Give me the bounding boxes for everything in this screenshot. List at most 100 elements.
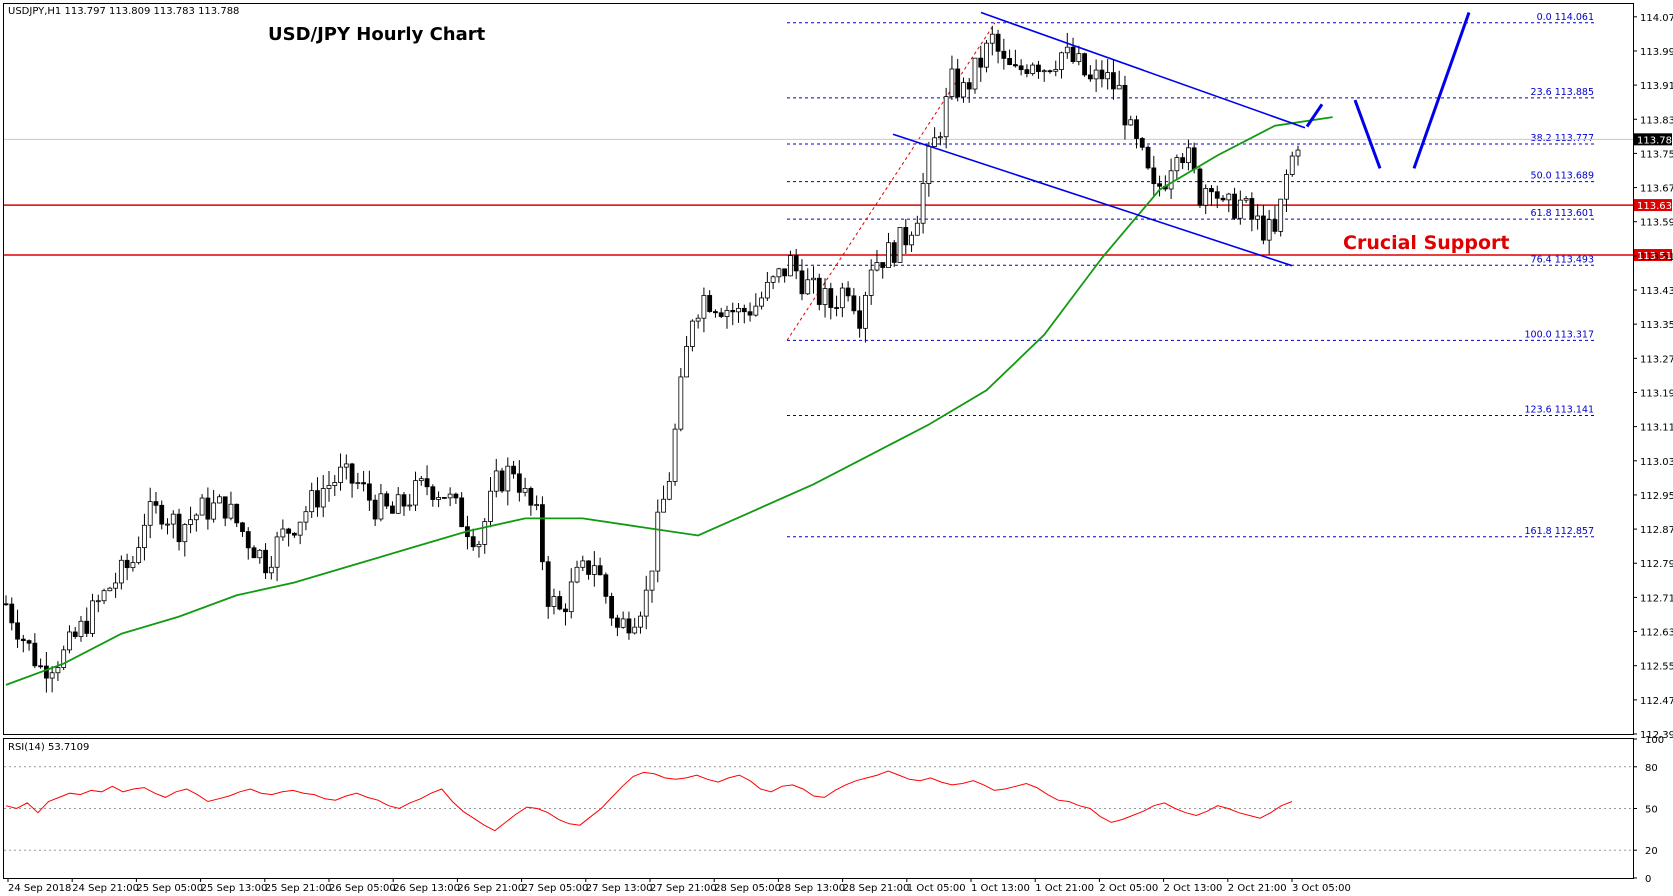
x-axis-tick-label: 1 Oct 05:00: [907, 883, 966, 894]
x-axis-tick-label: 28 Sep 21:00: [843, 883, 910, 894]
y-axis-tick-label: 113.355: [1640, 320, 1673, 331]
candle-body: [153, 501, 159, 506]
candle-body: [880, 262, 886, 268]
candle-body: [1082, 53, 1087, 76]
candle-body: [759, 297, 764, 307]
candle-body: [736, 307, 741, 313]
candle-body: [1260, 215, 1266, 241]
candle-body: [891, 242, 897, 263]
candle-body: [793, 255, 799, 272]
candle-body: [1064, 46, 1070, 54]
candle-body: [493, 470, 499, 492]
fib-level-label: 38.2 113.777: [1531, 133, 1594, 144]
y-axis-tick-label: 113.595: [1640, 218, 1673, 229]
candle-body: [1145, 146, 1151, 169]
x-axis-tick-label: 2 Oct 05:00: [1099, 883, 1158, 894]
candle-body: [142, 524, 147, 549]
candle-body: [1295, 149, 1301, 157]
candle-body: [1157, 183, 1162, 187]
candle-body: [1209, 188, 1214, 193]
candle-body: [291, 532, 297, 536]
candle-body: [378, 493, 384, 520]
candle-body: [176, 513, 182, 543]
candle-body: [591, 565, 597, 575]
candle-body: [436, 497, 441, 500]
candle-body: [280, 528, 286, 538]
y-axis-tick-label: 112.795: [1640, 559, 1673, 570]
x-axis-tick-label: 26 Sep 13:00: [393, 883, 460, 894]
candle-body: [1272, 219, 1278, 232]
candle-body: [1070, 46, 1076, 62]
candle-body: [857, 310, 863, 329]
candle-body: [632, 626, 638, 634]
candle-body: [15, 622, 20, 640]
x-axis-tick-label: 24 Sep 2018: [8, 883, 71, 894]
x-axis-tick-label: 2 Oct 21:00: [1228, 883, 1287, 894]
candle-body: [799, 270, 805, 295]
candle-body: [1168, 170, 1174, 190]
candle-body: [557, 596, 563, 610]
candle-body: [424, 478, 430, 488]
candle-body: [395, 494, 401, 514]
candle-body: [118, 559, 124, 584]
y-axis-tick-label: 112.395: [1640, 730, 1673, 741]
candle-body: [1059, 52, 1064, 70]
support-price-label: 113.517: [1637, 251, 1673, 262]
candle-body: [747, 311, 753, 316]
candle-body: [488, 490, 493, 522]
candle-body: [984, 42, 989, 68]
candle-body: [136, 547, 142, 563]
y-axis-tick-label: 112.475: [1640, 696, 1673, 707]
fib-level-label: 50.0 113.689: [1531, 171, 1594, 182]
candle-body: [1186, 147, 1191, 164]
candle-body: [540, 504, 545, 563]
candle-body: [834, 307, 839, 309]
candle-body: [511, 465, 516, 475]
candle-body: [782, 268, 788, 277]
current-price-label: 113.788: [1637, 135, 1673, 146]
x-axis-tick-label: 27 Sep 05:00: [522, 883, 589, 894]
candle-body: [343, 463, 349, 468]
candle-body: [949, 68, 955, 97]
candle-body: [130, 562, 136, 569]
candle-body: [505, 465, 511, 492]
candle-body: [811, 277, 816, 281]
y-axis-tick-label: 113.275: [1640, 354, 1673, 365]
candle-body: [240, 522, 245, 532]
candle-body: [788, 255, 793, 277]
candle-body: [516, 473, 522, 493]
candle-body: [753, 305, 759, 316]
candle-body: [678, 376, 684, 430]
candle-body: [188, 519, 193, 525]
candle-body: [1012, 64, 1018, 67]
candle-body: [886, 242, 891, 268]
y-axis-tick-label: 113.835: [1640, 115, 1673, 126]
candle-body: [1076, 53, 1082, 62]
moving-average-line: [5, 116, 1333, 686]
candle-body: [563, 608, 568, 613]
candle-body: [1134, 119, 1139, 139]
y-axis-tick-label: 113.115: [1640, 423, 1673, 434]
x-axis-tick-label: 3 Oct 05:00: [1292, 883, 1351, 894]
candle-body: [580, 560, 586, 568]
support-price-tag: [1634, 199, 1672, 212]
candle-body: [609, 595, 615, 619]
candle-body: [251, 547, 257, 559]
support-price-label: 113.634: [1637, 201, 1673, 212]
y-axis-tick-label: 112.635: [1640, 628, 1673, 639]
candle-body: [349, 463, 355, 484]
candle-body: [113, 582, 118, 589]
candle-body: [874, 262, 880, 271]
y-axis-tick-label: 113.435: [1640, 286, 1673, 297]
candle-body: [672, 428, 678, 482]
candle-body: [1128, 119, 1134, 126]
candle-body: [1116, 84, 1122, 90]
candle-body: [897, 227, 903, 263]
fib-level-label: 0.0 114.061: [1537, 12, 1594, 23]
y-axis-tick-label: 113.755: [1640, 149, 1673, 160]
candle-body: [828, 288, 834, 308]
fib-level-label: 123.6 113.141: [1524, 405, 1594, 416]
candle-body: [182, 524, 188, 543]
candle-body: [620, 618, 626, 628]
candle-body: [643, 589, 649, 617]
